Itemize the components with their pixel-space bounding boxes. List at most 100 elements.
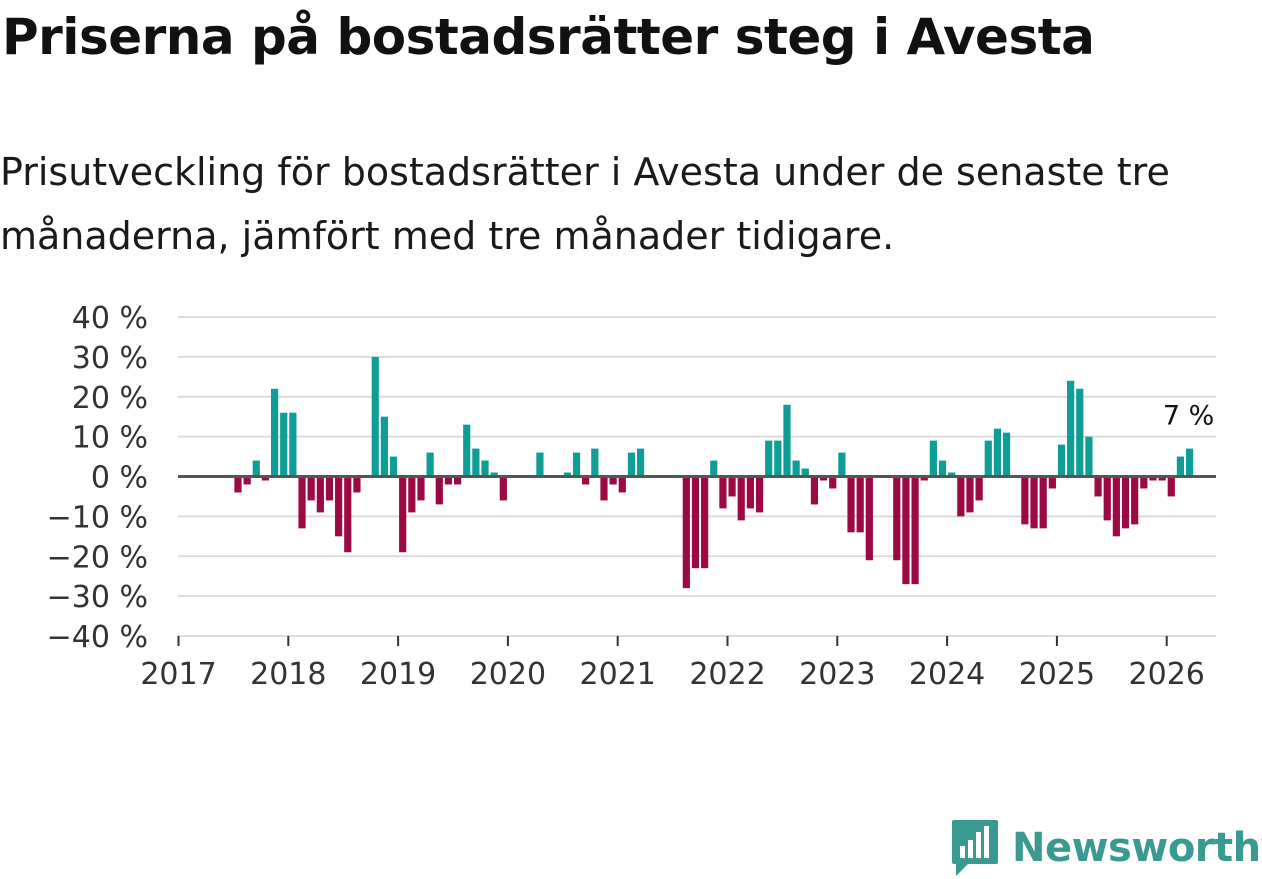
- y-tick-label: −10 %: [47, 500, 148, 535]
- bar: [1030, 476, 1038, 529]
- bar: [298, 476, 306, 529]
- latest-value-label: 7 %: [1163, 401, 1214, 432]
- bar: [1140, 476, 1148, 489]
- y-tick-label: 30 %: [72, 341, 148, 376]
- bar: [270, 388, 279, 477]
- bar: [600, 476, 608, 501]
- bar: [920, 476, 928, 481]
- bar: [691, 476, 700, 569]
- y-tick-label: 0 %: [91, 461, 148, 496]
- bar: [1176, 456, 1185, 477]
- bar: [966, 476, 974, 513]
- bar: [582, 476, 590, 485]
- bars: [234, 356, 1194, 589]
- bar: [801, 468, 809, 477]
- bar: [1085, 436, 1093, 477]
- bar: [280, 412, 288, 477]
- bar: [307, 476, 315, 501]
- x-tick-label: 2019: [360, 657, 436, 692]
- bar: [1112, 476, 1120, 537]
- y-tick-label: 10 %: [72, 421, 148, 456]
- bar: [1149, 476, 1157, 481]
- bar: [701, 476, 709, 569]
- bar: [499, 476, 507, 501]
- bar: [316, 476, 324, 513]
- bar: [1021, 476, 1029, 525]
- y-axis: 40 % 30 % 20 % 10 % 0 % −10 % −20 % −30 % −40 %: [47, 301, 148, 655]
- bar: [765, 440, 773, 477]
- bar: [353, 476, 361, 493]
- bar: [609, 476, 617, 485]
- bar: [1131, 476, 1139, 525]
- x-tick-label: 2017: [140, 657, 216, 692]
- bar: [1002, 432, 1011, 477]
- bar: [710, 460, 718, 477]
- bar: [380, 416, 388, 477]
- bar: [728, 476, 736, 497]
- bar: [902, 476, 910, 585]
- x-tick-label: 2021: [580, 657, 656, 692]
- bar: [1185, 448, 1194, 477]
- bar: [1048, 476, 1056, 489]
- bar: [719, 476, 727, 509]
- bar: [289, 412, 297, 477]
- bar: [975, 476, 983, 501]
- bar: [325, 476, 334, 501]
- bar-chart: 40 %30 %20 %10 %0 %−10 %−20 %−30 %−40 % …: [47, 301, 1216, 692]
- bar: [893, 476, 901, 561]
- x-tick-label: 2023: [799, 657, 875, 692]
- chart-title: Priserna på bostadsrätter steg i Avesta: [2, 8, 1095, 66]
- bar: [838, 452, 846, 477]
- bar: [737, 476, 745, 521]
- bar: [1067, 380, 1075, 477]
- bar: [252, 460, 260, 477]
- bar: [746, 476, 754, 509]
- y-tick-label: −20 %: [47, 540, 148, 575]
- brand-name: Newsworthy: [1012, 825, 1262, 871]
- bar: [444, 476, 453, 485]
- bar: [335, 476, 343, 537]
- bar: [865, 476, 873, 561]
- x-tick-label: 2025: [1019, 657, 1095, 692]
- bar: [426, 452, 434, 477]
- x-tick-label: 2018: [250, 657, 326, 692]
- bar: [344, 476, 352, 553]
- chart-subtitle: Prisutveckling för bostadsrätter i Avest…: [0, 150, 1170, 258]
- bar: [755, 476, 764, 513]
- bar: [783, 404, 791, 477]
- newsworthy-logo: Newsworthy: [950, 818, 1262, 878]
- bar: [1039, 476, 1047, 529]
- bar: [234, 476, 242, 493]
- bar: [463, 424, 471, 477]
- y-tick-label: −30 %: [47, 580, 148, 615]
- bar: [929, 440, 937, 477]
- bar: [261, 476, 270, 481]
- bar: [829, 476, 837, 489]
- bar-chart-bubble-icon: [952, 820, 998, 876]
- bar: [1094, 476, 1102, 497]
- x-axis: 2017 2018 2019 2020 2021 2022 2023 2024 2025 2026: [140, 635, 1216, 692]
- bar: [408, 476, 416, 513]
- bar: [856, 476, 864, 533]
- bar: [371, 356, 379, 477]
- x-tick-label: 2020: [470, 657, 546, 692]
- bar: [435, 476, 443, 505]
- y-tick-label: −40 %: [47, 620, 148, 655]
- bar: [417, 476, 425, 501]
- bar: [1057, 444, 1066, 477]
- bar: [938, 460, 947, 477]
- bar: [1076, 388, 1084, 477]
- bar: [563, 472, 571, 477]
- bar: [957, 476, 965, 517]
- bar: [389, 456, 398, 477]
- bar: [636, 448, 645, 477]
- bar: [847, 476, 855, 533]
- bar: [948, 472, 956, 477]
- bar: [1121, 476, 1130, 529]
- annotations: 7 %: [1163, 401, 1214, 432]
- y-tick-label: 40 %: [72, 301, 148, 336]
- bar: [1158, 476, 1166, 481]
- bar: [993, 428, 1002, 477]
- bar: [481, 460, 489, 477]
- bar: [819, 476, 828, 481]
